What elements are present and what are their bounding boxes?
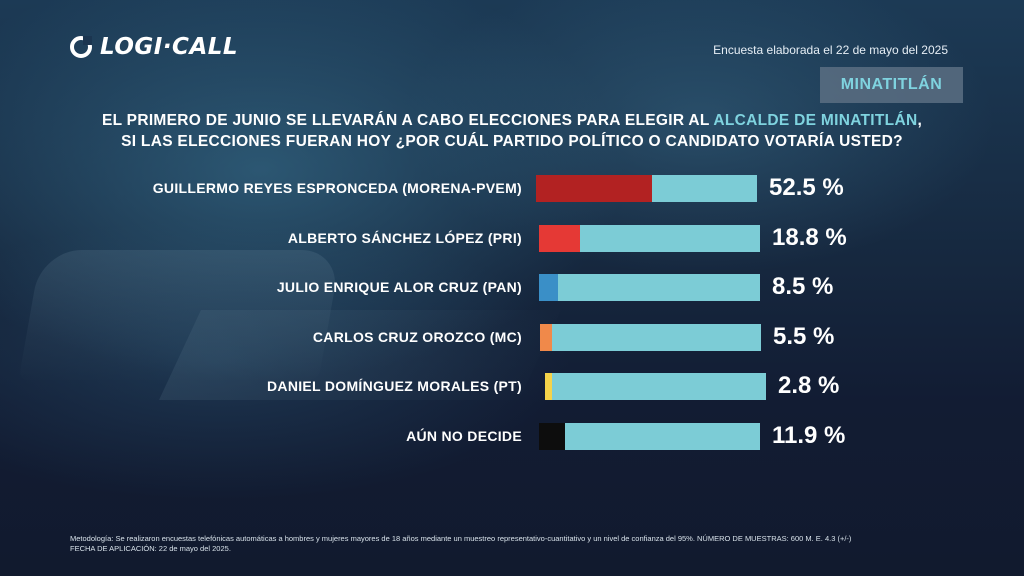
bar-label: ALBERTO SÁNCHEZ LÓPEZ (PRI) bbox=[287, 229, 522, 246]
question-line-2: SI LAS ELECCIONES FUERAN HOY ¿POR CUÁL P… bbox=[121, 133, 903, 150]
question-highlight: ALCALDE DE MINATITLÁN bbox=[713, 112, 918, 129]
bar-track bbox=[540, 323, 761, 351]
bar-track bbox=[536, 175, 757, 202]
bar-label: JULIO ENRIQUE ALOR CRUZ (PAN) bbox=[276, 279, 522, 295]
logo-text: LOGI·CALL bbox=[100, 34, 239, 60]
bar-value-label: 8.5 % bbox=[772, 273, 834, 300]
bar bbox=[545, 373, 552, 400]
footer-methodology: Metodología: Se realizaron encuestas tel… bbox=[70, 534, 970, 554]
bar-value-label: 18.8 % bbox=[772, 223, 847, 251]
logo-icon bbox=[70, 36, 92, 58]
bar bbox=[539, 422, 566, 450]
bar-value-label: 11.9 % bbox=[772, 421, 846, 449]
bar-label: DANIEL DOMÍNGUEZ MORALES (PT) bbox=[267, 378, 522, 394]
bar-label: CARLOS CRUZ OROZCO (MC) bbox=[312, 328, 522, 345]
bar-value-label: 52.5 % bbox=[769, 174, 844, 201]
bar-track bbox=[539, 422, 760, 450]
bar-track bbox=[539, 224, 760, 252]
application-date: FECHA DE APLICACIÓN: 22 de mayo del 2025… bbox=[70, 544, 231, 553]
bar-value-label: 5.5 % bbox=[773, 322, 835, 350]
bar-label: AÚN NO DECIDE bbox=[406, 427, 522, 444]
bar-value-label: 2.8 % bbox=[778, 372, 840, 399]
survey-date: Encuesta elaborada el 22 de mayo del 202… bbox=[713, 43, 948, 57]
bar-track bbox=[539, 274, 760, 301]
bar bbox=[539, 224, 581, 252]
bar bbox=[540, 323, 553, 351]
question-line-1: EL PRIMERO DE JUNIO SE LLEVARÁN A CABO E… bbox=[0, 110, 1024, 131]
bar bbox=[539, 274, 558, 301]
bar-label: GUILLERMO REYES ESPRONCEDA (MORENA-PVEM) bbox=[152, 180, 522, 196]
survey-question: EL PRIMERO DE JUNIO SE LLEVARÁN A CABO E… bbox=[0, 110, 1024, 152]
bar bbox=[536, 175, 652, 202]
city-badge: MINATITLÁN bbox=[820, 67, 963, 103]
bar-track bbox=[545, 373, 766, 400]
question-line-1-end: , bbox=[917, 112, 923, 129]
city-badge-label: MINATITLÁN bbox=[840, 76, 943, 93]
results-bar-chart: GUILLERMO REYES ESPRONCEDA (MORENA-PVEM)… bbox=[0, 170, 1024, 470]
question-line-1-text: EL PRIMERO DE JUNIO SE LLEVARÁN A CABO E… bbox=[101, 112, 714, 129]
logo: LOGI·CALL bbox=[70, 34, 238, 60]
methodology-text: Metodología: Se realizaron encuestas tel… bbox=[70, 534, 852, 543]
